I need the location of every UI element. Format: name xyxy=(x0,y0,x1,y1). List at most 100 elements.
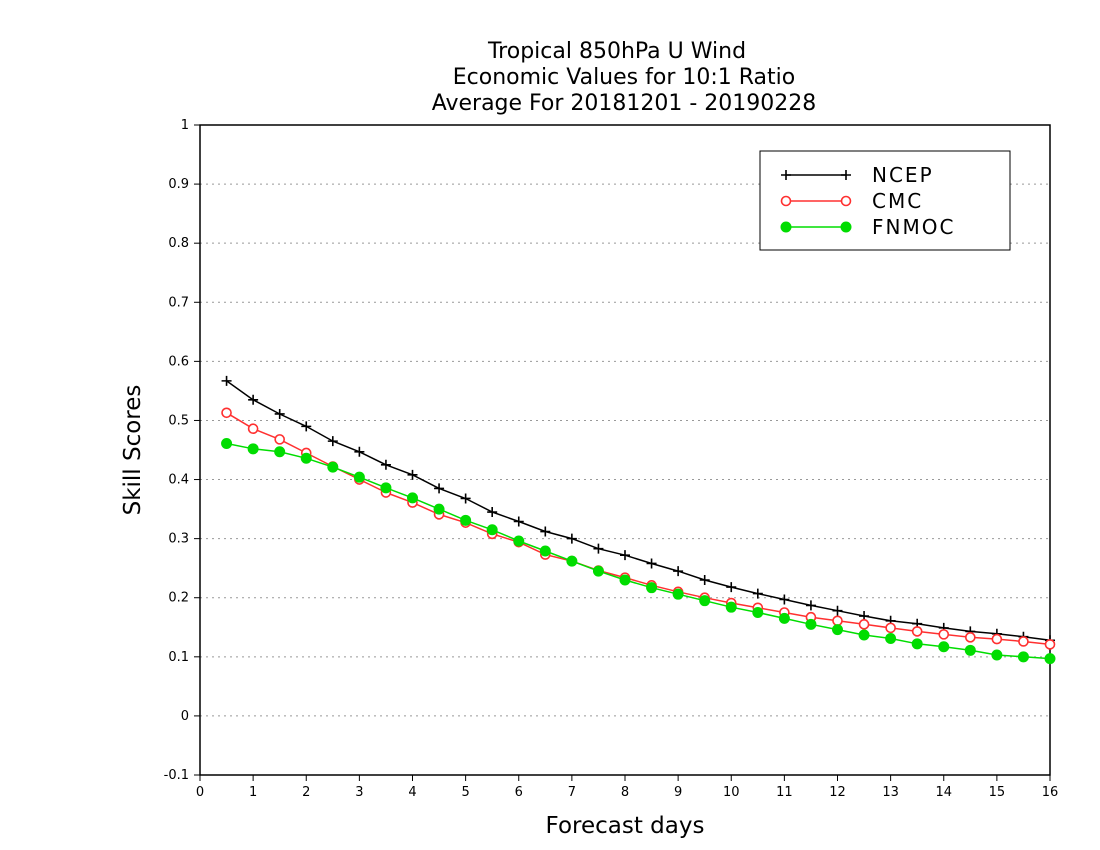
data-point-fnmoc xyxy=(1044,653,1056,665)
series-lines xyxy=(221,375,1056,665)
y-tick-label: 0.6 xyxy=(168,354,189,369)
chart-title: Tropical 850hPa U Wind Economic Values f… xyxy=(432,39,817,116)
y-tick-label: 0.5 xyxy=(168,413,189,428)
data-point-ncep xyxy=(380,459,391,470)
data-point-fnmoc xyxy=(672,588,684,600)
data-point-fnmoc xyxy=(247,443,259,455)
gridlines xyxy=(200,183,1050,717)
legend-label-ncep: NCEP xyxy=(872,163,934,187)
data-point-cmc xyxy=(221,407,232,419)
data-point-fnmoc xyxy=(566,555,578,567)
chart-title-line-3: Average For 20181201 - 20190228 xyxy=(432,91,817,116)
data-point-fnmoc xyxy=(991,649,1003,661)
y-axis-title: Skill Scores xyxy=(120,385,146,516)
x-axis: 0 1 2 3 4 5 6 7 8 9 10 11 12 13 14 15 16 xyxy=(196,775,1058,800)
x-tick-label: 5 xyxy=(461,785,469,800)
data-point-ncep xyxy=(566,533,577,544)
data-point-fnmoc xyxy=(353,471,365,483)
data-point-ncep xyxy=(487,507,498,518)
data-point-ncep xyxy=(274,408,285,419)
y-axis: -0.1 0 0.1 0.2 0.3 0.4 0.5 0.6 0.7 0.8 0.9 1 xyxy=(164,118,200,783)
data-point-ncep xyxy=(752,588,763,599)
x-tick-label: 10 xyxy=(723,785,740,800)
legend-marker-cmc xyxy=(780,195,792,207)
data-point-fnmoc xyxy=(513,535,525,547)
data-point-ncep xyxy=(407,469,418,480)
data-point-fnmoc xyxy=(805,618,817,630)
x-axis-title: Forecast days xyxy=(546,813,705,839)
data-point-cmc xyxy=(911,626,923,637)
data-point-ncep xyxy=(593,543,604,554)
data-point-ncep xyxy=(646,558,657,569)
data-point-ncep xyxy=(434,483,445,494)
y-tick-label: -0.1 xyxy=(164,768,189,783)
x-tick-label: 0 xyxy=(196,785,204,800)
legend-marker-cmc xyxy=(840,195,852,207)
data-point-fnmoc xyxy=(725,601,737,613)
data-point-ncep xyxy=(673,566,684,577)
data-point-fnmoc xyxy=(380,482,392,494)
y-tick-label: 0.4 xyxy=(168,473,189,488)
y-tick-label: 1 xyxy=(181,118,189,133)
x-tick-label: 6 xyxy=(515,785,523,800)
data-point-ncep xyxy=(779,594,790,605)
legend-marker-ncep xyxy=(841,170,851,180)
data-point-fnmoc xyxy=(1017,651,1029,663)
x-tick-label: 3 xyxy=(355,785,363,800)
legend-marker-fnmoc xyxy=(780,221,792,233)
y-tick-label: 0.1 xyxy=(168,650,189,665)
data-point-fnmoc xyxy=(274,446,286,458)
data-point-fnmoc xyxy=(592,565,604,577)
x-tick-label: 15 xyxy=(989,785,1006,800)
data-point-cmc xyxy=(991,633,1003,645)
data-point-ncep xyxy=(699,575,710,585)
data-point-ncep xyxy=(327,436,338,447)
data-point-fnmoc xyxy=(752,607,764,618)
data-point-fnmoc xyxy=(539,545,551,557)
data-point-ncep xyxy=(354,446,365,457)
data-point-fnmoc xyxy=(885,633,897,644)
legend-label-cmc: CMC xyxy=(872,189,923,213)
data-point-fnmoc xyxy=(460,514,472,526)
x-tick-label: 11 xyxy=(776,785,793,800)
legend-marker-ncep xyxy=(781,170,791,180)
y-tick-label: 0.2 xyxy=(168,591,189,606)
data-point-fnmoc xyxy=(832,624,843,636)
chart-title-line-2: Economic Values for 10:1 Ratio xyxy=(453,65,795,90)
data-point-ncep xyxy=(301,421,312,432)
y-tick-label: 0 xyxy=(181,709,189,724)
x-tick-label: 1 xyxy=(249,785,257,800)
data-point-cmc xyxy=(858,619,870,630)
data-point-fnmoc xyxy=(407,492,418,504)
data-point-cmc xyxy=(1044,639,1056,650)
x-tick-label: 13 xyxy=(882,785,899,800)
x-tick-label: 12 xyxy=(829,785,846,800)
x-tick-label: 2 xyxy=(302,785,310,800)
y-tick-label: 0.7 xyxy=(168,295,189,310)
data-point-fnmoc xyxy=(300,452,312,464)
chart-title-line-1: Tropical 850hPa U Wind xyxy=(487,39,746,64)
x-tick-label: 14 xyxy=(935,785,952,800)
data-point-ncep xyxy=(248,394,259,405)
data-point-fnmoc xyxy=(858,629,870,641)
data-point-cmc xyxy=(965,632,976,643)
y-tick-label: 0.3 xyxy=(168,532,189,547)
legend-marker-fnmoc xyxy=(840,221,852,233)
data-point-fnmoc xyxy=(911,638,923,650)
x-tick-label: 4 xyxy=(408,785,416,800)
data-point-fnmoc xyxy=(778,612,790,624)
y-tick-label: 0.8 xyxy=(168,236,189,251)
data-point-ncep xyxy=(221,375,232,386)
x-tick-label: 16 xyxy=(1042,785,1059,800)
data-point-fnmoc xyxy=(646,582,658,594)
x-tick-label: 8 xyxy=(621,785,629,800)
data-point-ncep xyxy=(540,526,551,537)
data-point-fnmoc xyxy=(938,641,950,653)
series-ncep xyxy=(221,375,1055,646)
data-point-cmc xyxy=(1018,636,1029,647)
data-point-fnmoc xyxy=(699,595,711,607)
series-cmc xyxy=(221,407,1056,650)
data-point-fnmoc xyxy=(221,438,233,449)
